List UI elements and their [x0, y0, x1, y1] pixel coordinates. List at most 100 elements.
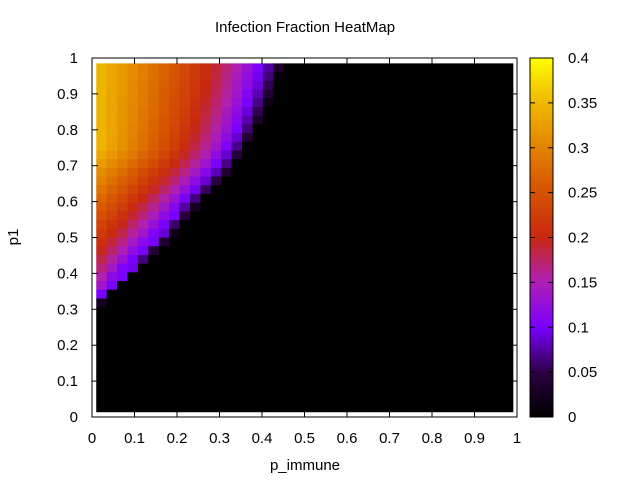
- heatmap-cell: [273, 80, 285, 91]
- heatmap-cell: [189, 307, 201, 317]
- heatmap-cell: [460, 176, 472, 186]
- heatmap-cell: [335, 211, 347, 221]
- heatmap-cell: [294, 237, 306, 247]
- heatmap-cell: [408, 133, 420, 143]
- heatmap-cell: [325, 124, 337, 134]
- heatmap-cell: [242, 281, 254, 291]
- heatmap-cell: [471, 167, 483, 178]
- heatmap-cell: [502, 211, 514, 221]
- heatmap-cell: [439, 89, 451, 99]
- heatmap-cell: [189, 350, 201, 360]
- heatmap-cell: [366, 333, 378, 343]
- heatmap-cell: [325, 98, 337, 108]
- heatmap-cell: [242, 167, 254, 178]
- heatmap-cell: [262, 246, 274, 256]
- heatmap-cell: [137, 385, 149, 395]
- heatmap-cell: [200, 254, 212, 265]
- heatmap-cell: [304, 185, 316, 195]
- heatmap-cell: [346, 350, 358, 360]
- heatmap-cell: [471, 289, 483, 300]
- heatmap-cell: [106, 376, 118, 387]
- heatmap-cell: [356, 254, 368, 265]
- heatmap-cell: [106, 228, 118, 239]
- heatmap-cell: [346, 80, 358, 91]
- heatmap-cell: [294, 289, 306, 300]
- heatmap-cell: [325, 246, 337, 256]
- heatmap-cell: [148, 159, 160, 169]
- heatmap-cell: [158, 80, 170, 91]
- heatmap-cell: [471, 307, 483, 317]
- heatmap-cell: [356, 63, 368, 73]
- heatmap-cell: [429, 80, 441, 91]
- heatmap-cell: [179, 385, 191, 395]
- heatmap-cell: [117, 176, 129, 186]
- heatmap-cell: [471, 394, 483, 404]
- heatmap-cell: [252, 211, 264, 221]
- heatmap-cell: [366, 246, 378, 256]
- heatmap-cell: [294, 167, 306, 178]
- heatmap-cell: [366, 376, 378, 387]
- heatmap-cell: [189, 193, 201, 204]
- heatmap-cell: [460, 141, 472, 152]
- heatmap-cell: [137, 115, 149, 125]
- heatmap-cell: [419, 185, 431, 195]
- heatmap-cell: [283, 385, 295, 395]
- heatmap-cell: [262, 237, 274, 247]
- heatmap-cell: [325, 333, 337, 343]
- heatmap-cell: [158, 89, 170, 99]
- heatmap-cell: [137, 246, 149, 256]
- heatmap-cell: [179, 394, 191, 404]
- heatmap-cell: [273, 211, 285, 221]
- heatmap-cell: [294, 324, 306, 334]
- heatmap-cell: [294, 376, 306, 387]
- y-axis-title: p1: [5, 229, 22, 246]
- heatmap-cell: [106, 72, 118, 82]
- heatmap-cell: [252, 289, 264, 300]
- heatmap-cell: [450, 141, 462, 152]
- heatmap-cell: [377, 281, 389, 291]
- heatmap-cell: [158, 254, 170, 265]
- heatmap-cell: [356, 167, 368, 178]
- heatmap-cell: [491, 167, 503, 178]
- heatmap-cell: [419, 385, 431, 395]
- heatmap-cell: [252, 124, 264, 134]
- heatmap-cell: [158, 220, 170, 230]
- heatmap-cell: [314, 315, 326, 326]
- heatmap-cell: [117, 402, 129, 413]
- heatmap-cell: [137, 89, 149, 99]
- heatmap-cell: [169, 307, 181, 317]
- heatmap-cell: [387, 63, 399, 73]
- heatmap-cell: [179, 263, 191, 273]
- heatmap-cell: [460, 402, 472, 413]
- x-tick-label: 0.5: [294, 430, 315, 447]
- heatmap-cell: [314, 324, 326, 334]
- heatmap-cell: [387, 350, 399, 360]
- heatmap-cell: [491, 368, 503, 378]
- heatmap-cell: [169, 106, 181, 117]
- heatmap-cell: [419, 324, 431, 334]
- heatmap-cell: [481, 202, 493, 212]
- heatmap-cell: [231, 350, 243, 360]
- heatmap-cell: [325, 167, 337, 178]
- heatmap-cell: [429, 133, 441, 143]
- heatmap-cell: [283, 211, 295, 221]
- heatmap-cell: [273, 333, 285, 343]
- heatmap-cell: [96, 106, 108, 117]
- heatmap-cell: [273, 185, 285, 195]
- x-axis-ticks: 0 0.1 0.2 0.3 0.4 0.5 0.6 0.7 0.8 0.9 1: [88, 58, 521, 447]
- heatmap-cell: [398, 350, 410, 360]
- heatmap-cell: [304, 220, 316, 230]
- heatmap-cell: [117, 106, 129, 117]
- heatmap-cell: [169, 133, 181, 143]
- heatmap-cell: [398, 167, 410, 178]
- heatmap-cell: [283, 193, 295, 204]
- heatmap-cell: [158, 289, 170, 300]
- heatmap-cell: [471, 272, 483, 282]
- heatmap-cell: [346, 263, 358, 273]
- heatmap-cell: [231, 115, 243, 125]
- heatmap-cell: [96, 193, 108, 204]
- heatmap-cell: [460, 385, 472, 395]
- heatmap-cell: [189, 228, 201, 239]
- heatmap-cell: [189, 211, 201, 221]
- heatmap-cell: [325, 228, 337, 239]
